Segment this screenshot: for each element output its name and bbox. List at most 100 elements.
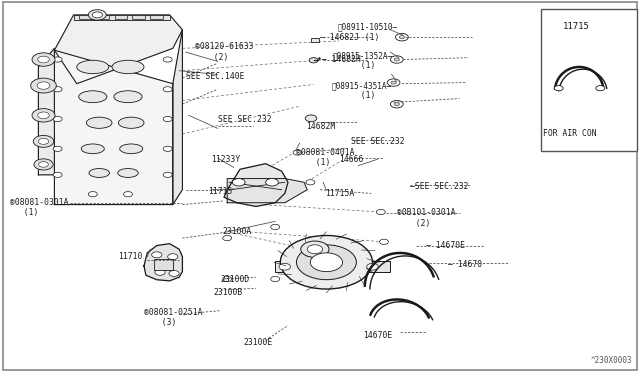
Ellipse shape <box>81 144 104 154</box>
Text: ®08081-0251A: ®08081-0251A <box>144 308 202 317</box>
Bar <box>154 259 173 270</box>
Ellipse shape <box>114 91 142 103</box>
Circle shape <box>92 12 102 18</box>
Circle shape <box>53 57 62 62</box>
Circle shape <box>390 56 403 63</box>
Circle shape <box>223 276 232 282</box>
Polygon shape <box>173 30 182 205</box>
Text: (2): (2) <box>406 219 431 228</box>
Text: 11710: 11710 <box>118 252 143 261</box>
Circle shape <box>596 86 605 91</box>
Circle shape <box>396 33 408 41</box>
Polygon shape <box>38 48 54 175</box>
Circle shape <box>391 81 396 84</box>
Text: 11233Y: 11233Y <box>211 155 241 164</box>
Text: (1): (1) <box>351 61 375 70</box>
Circle shape <box>387 79 400 86</box>
Bar <box>541 9 637 151</box>
Text: 23100A: 23100A <box>223 227 252 236</box>
Circle shape <box>394 103 399 106</box>
Polygon shape <box>227 179 307 203</box>
Circle shape <box>310 253 342 272</box>
Circle shape <box>266 179 278 186</box>
Polygon shape <box>54 15 182 84</box>
Ellipse shape <box>79 91 107 103</box>
Text: ®08081-0301A: ®08081-0301A <box>10 198 68 207</box>
Text: 14670E: 14670E <box>364 331 393 340</box>
Text: 14666: 14666 <box>339 155 364 164</box>
Text: SEE SEC.232: SEE SEC.232 <box>218 115 271 124</box>
Text: — 14682J: — 14682J <box>320 33 359 42</box>
Circle shape <box>293 150 302 155</box>
Text: 11715A: 11715A <box>325 189 355 198</box>
Circle shape <box>271 276 280 282</box>
Bar <box>311 38 319 42</box>
Text: 11715: 11715 <box>563 22 590 31</box>
Circle shape <box>163 116 172 122</box>
Ellipse shape <box>89 169 109 177</box>
Text: ⓝ08911-10510—: ⓝ08911-10510— <box>338 23 398 32</box>
Text: 23100E: 23100E <box>243 338 273 347</box>
Circle shape <box>32 109 55 122</box>
Text: 23100D: 23100D <box>221 275 250 283</box>
Text: ®08081-0401A: ®08081-0401A <box>296 148 355 157</box>
Text: (1): (1) <box>14 208 38 217</box>
Circle shape <box>296 245 356 280</box>
Bar <box>97 15 109 19</box>
Circle shape <box>88 10 106 20</box>
Text: 11715: 11715 <box>208 187 232 196</box>
Text: ⓜ08915-4351A—: ⓜ08915-4351A— <box>332 81 392 90</box>
Circle shape <box>53 146 62 151</box>
Circle shape <box>271 224 280 230</box>
Text: 23100B: 23100B <box>213 288 243 296</box>
Ellipse shape <box>112 60 144 74</box>
Circle shape <box>39 161 49 167</box>
Text: ^230X0003: ^230X0003 <box>591 356 632 365</box>
Polygon shape <box>144 244 182 281</box>
Ellipse shape <box>86 117 112 128</box>
Circle shape <box>53 116 62 122</box>
Bar <box>275 261 304 272</box>
Text: (1): (1) <box>306 158 330 167</box>
Circle shape <box>88 192 97 197</box>
Circle shape <box>380 239 388 244</box>
Text: •— 14682H: •— 14682H <box>317 55 361 64</box>
Text: (1): (1) <box>351 91 375 100</box>
Circle shape <box>309 58 318 63</box>
Text: ⓜ08915-1352A—: ⓜ08915-1352A— <box>333 51 393 60</box>
Text: FOR AIR CON: FOR AIR CON <box>543 129 596 138</box>
Text: SEE SEC.140E: SEE SEC.140E <box>186 72 244 81</box>
Polygon shape <box>224 164 288 206</box>
Circle shape <box>280 235 372 289</box>
Bar <box>132 15 145 19</box>
Circle shape <box>307 245 323 254</box>
Ellipse shape <box>118 117 144 128</box>
Ellipse shape <box>120 144 143 154</box>
Bar <box>150 15 163 19</box>
Circle shape <box>279 263 291 270</box>
Circle shape <box>554 86 563 91</box>
Circle shape <box>306 180 315 185</box>
Circle shape <box>38 56 49 63</box>
Circle shape <box>163 87 172 92</box>
Circle shape <box>32 53 55 66</box>
Circle shape <box>31 78 56 93</box>
Text: — 14670: — 14670 <box>448 260 482 269</box>
Text: 14682M: 14682M <box>306 122 335 131</box>
Circle shape <box>163 172 172 177</box>
Text: (2): (2) <box>204 53 228 62</box>
Circle shape <box>155 269 165 275</box>
Bar <box>79 15 92 19</box>
Ellipse shape <box>118 169 138 177</box>
Circle shape <box>232 179 245 186</box>
Circle shape <box>53 172 62 177</box>
Circle shape <box>34 159 53 170</box>
Circle shape <box>124 192 132 197</box>
Ellipse shape <box>77 60 109 74</box>
Circle shape <box>163 146 172 151</box>
Circle shape <box>169 270 179 276</box>
Bar <box>365 261 390 272</box>
Circle shape <box>367 263 378 270</box>
Circle shape <box>38 112 49 119</box>
Circle shape <box>163 57 172 62</box>
